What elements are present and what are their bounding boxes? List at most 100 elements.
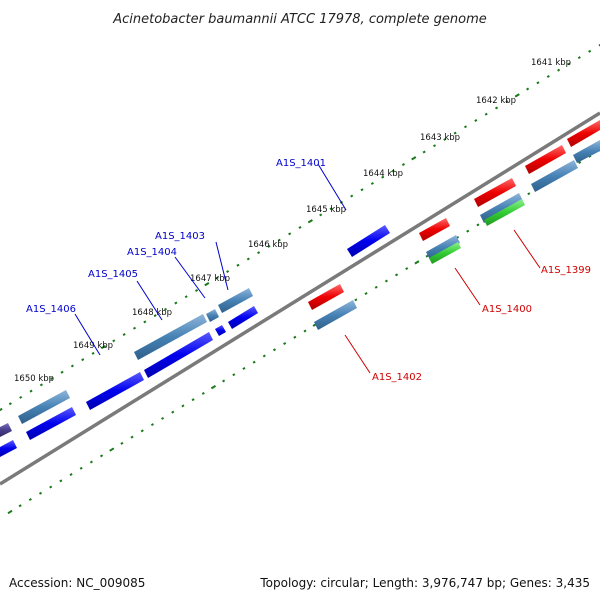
outer-scale-tick [319, 213, 323, 217]
gene-right-1[interactable] [531, 160, 578, 192]
inner-scale-tick [120, 441, 124, 445]
inner-scale-tick [527, 192, 531, 196]
gene-right-2[interactable] [573, 140, 600, 163]
outer-scale-tick [494, 106, 499, 110]
gene-a1s-1400[interactable] [426, 235, 460, 260]
feature-green-a1s-1399[interactable] [484, 199, 525, 226]
inner-scale-tick [69, 473, 73, 477]
scale-label-1647: 1647 kbp [190, 274, 230, 284]
outer-scale-tick [70, 364, 74, 368]
scale-label-1648: 1648 kbp [132, 308, 172, 318]
scale-label-1642: 1642 kbp [476, 96, 516, 106]
inner-scale-tick [476, 223, 480, 227]
outer-scale-tick [526, 87, 530, 91]
gene-label-a1s-1401[interactable]: A1S_1401 [276, 158, 326, 169]
gene-label-a1s-1402[interactable]: A1S_1402 [372, 372, 422, 383]
inner-scale-tick [161, 416, 165, 420]
outer-scale-tick [122, 333, 126, 336]
outer-scale-tick [401, 163, 406, 167]
inner-scale-tick [38, 491, 43, 495]
gene-label-a1s-1400[interactable]: A1S_1400 [482, 304, 532, 315]
scale-label-1646: 1646 kbp [248, 240, 288, 250]
inner-scale-tick [150, 423, 154, 427]
outer-scale-tick [381, 175, 385, 179]
gene-left-1[interactable] [0, 423, 12, 437]
outer-scale-tick [298, 226, 302, 229]
outer-scale-tick [443, 137, 447, 141]
gene-a1s-1404[interactable] [206, 309, 219, 322]
inner-scale-tick [7, 509, 13, 515]
inner-scale-tick [28, 498, 32, 501]
outer-scale-tick [463, 125, 468, 129]
gene-a1s-1406[interactable] [18, 390, 70, 424]
inner-scale-tick [181, 404, 185, 408]
cds-reverse-a1s-1399[interactable] [474, 178, 516, 207]
cds-forward-left-1[interactable] [26, 407, 76, 440]
outer-scale-tick [19, 395, 23, 399]
gene-label-a1s-1406[interactable]: A1S_1406 [26, 304, 76, 315]
inner-scale-tick [394, 273, 399, 277]
gene-label-a1s-1404[interactable]: A1S_1404 [127, 247, 177, 258]
feature-green-a1s-1400[interactable] [429, 242, 461, 264]
gene-a1s-1399[interactable] [480, 193, 523, 223]
outer-scale-tick [60, 370, 64, 374]
scale-label-1645: 1645 kbp [306, 205, 346, 215]
scale-label-1644: 1644 kbp [363, 169, 403, 179]
cds-forward-a1s-1405[interactable] [144, 332, 213, 378]
gene-label-a1s-1403[interactable]: A1S_1403 [155, 231, 205, 242]
inner-scale-tick [262, 354, 266, 358]
outer-scale-tick [236, 263, 240, 267]
inner-scale-tick [425, 254, 429, 258]
inner-scale-tick [293, 335, 297, 339]
outer-scale-ruler [0, 43, 600, 412]
scale-labels: 1641 kbp 1642 kbp 1643 kbp 1644 kbp 1645… [14, 58, 571, 384]
outer-scale-tick [194, 288, 199, 292]
gene-a1s-1403[interactable] [218, 288, 253, 313]
outer-scale-tick [246, 257, 250, 261]
outer-scale-tick [184, 295, 188, 299]
gene-label-a1s-1399[interactable]: A1S_1399 [541, 265, 591, 276]
inner-scale-tick [384, 279, 388, 283]
outer-scale-tick [0, 407, 3, 412]
outer-scale-tick [432, 144, 437, 148]
outer-scale-tick [546, 74, 550, 78]
outer-scale-tick [567, 62, 571, 66]
outer-scale-tick [153, 314, 157, 318]
inner-scale-tick [303, 329, 307, 333]
cds-forward-a1s-1406[interactable] [86, 372, 144, 410]
outer-scale-tick [598, 43, 600, 47]
outer-scale-tick [8, 402, 12, 406]
cds-forward-a1s-1401[interactable] [347, 225, 390, 257]
inner-scale-tick [99, 454, 104, 458]
outer-scale-tick [453, 131, 457, 135]
gene-a1s-1402[interactable] [314, 300, 357, 330]
cds-reverse-right-1[interactable] [525, 145, 566, 174]
cds-forward-a1s-1403[interactable] [228, 306, 258, 329]
inner-scale-tick [222, 379, 226, 383]
outer-scale-tick [100, 344, 107, 350]
outer-scale-tick [360, 188, 364, 192]
inner-scale-tick [374, 285, 378, 289]
gene-label-a1s-1405[interactable]: A1S_1405 [88, 269, 138, 280]
inner-scale-tick [405, 267, 409, 271]
inner-scale-tick [354, 298, 358, 302]
outer-scale-tick [370, 181, 374, 185]
cds-forward-left-2[interactable] [0, 440, 17, 457]
outer-scale-tick [226, 270, 230, 274]
outer-scale-tick [557, 68, 561, 72]
inner-scale-ruler [7, 148, 600, 515]
outer-scale-tick [163, 307, 168, 311]
cds-reverse-a1s-1402[interactable] [308, 284, 344, 310]
outer-scale-tick [422, 150, 426, 154]
outer-scale-tick [50, 377, 54, 381]
gene-a1s-1405[interactable] [134, 314, 207, 360]
inner-scale-tick [283, 342, 287, 345]
outer-scale-tick [588, 49, 592, 53]
outer-scale-tick [505, 100, 509, 104]
cds-reverse-right-2[interactable] [567, 120, 600, 147]
inner-scale-tick [130, 435, 134, 439]
cds-reverse-a1s-1400[interactable] [419, 218, 450, 241]
cds-forward-a1s-1404[interactable] [215, 325, 226, 336]
inner-scale-tick [364, 292, 368, 296]
